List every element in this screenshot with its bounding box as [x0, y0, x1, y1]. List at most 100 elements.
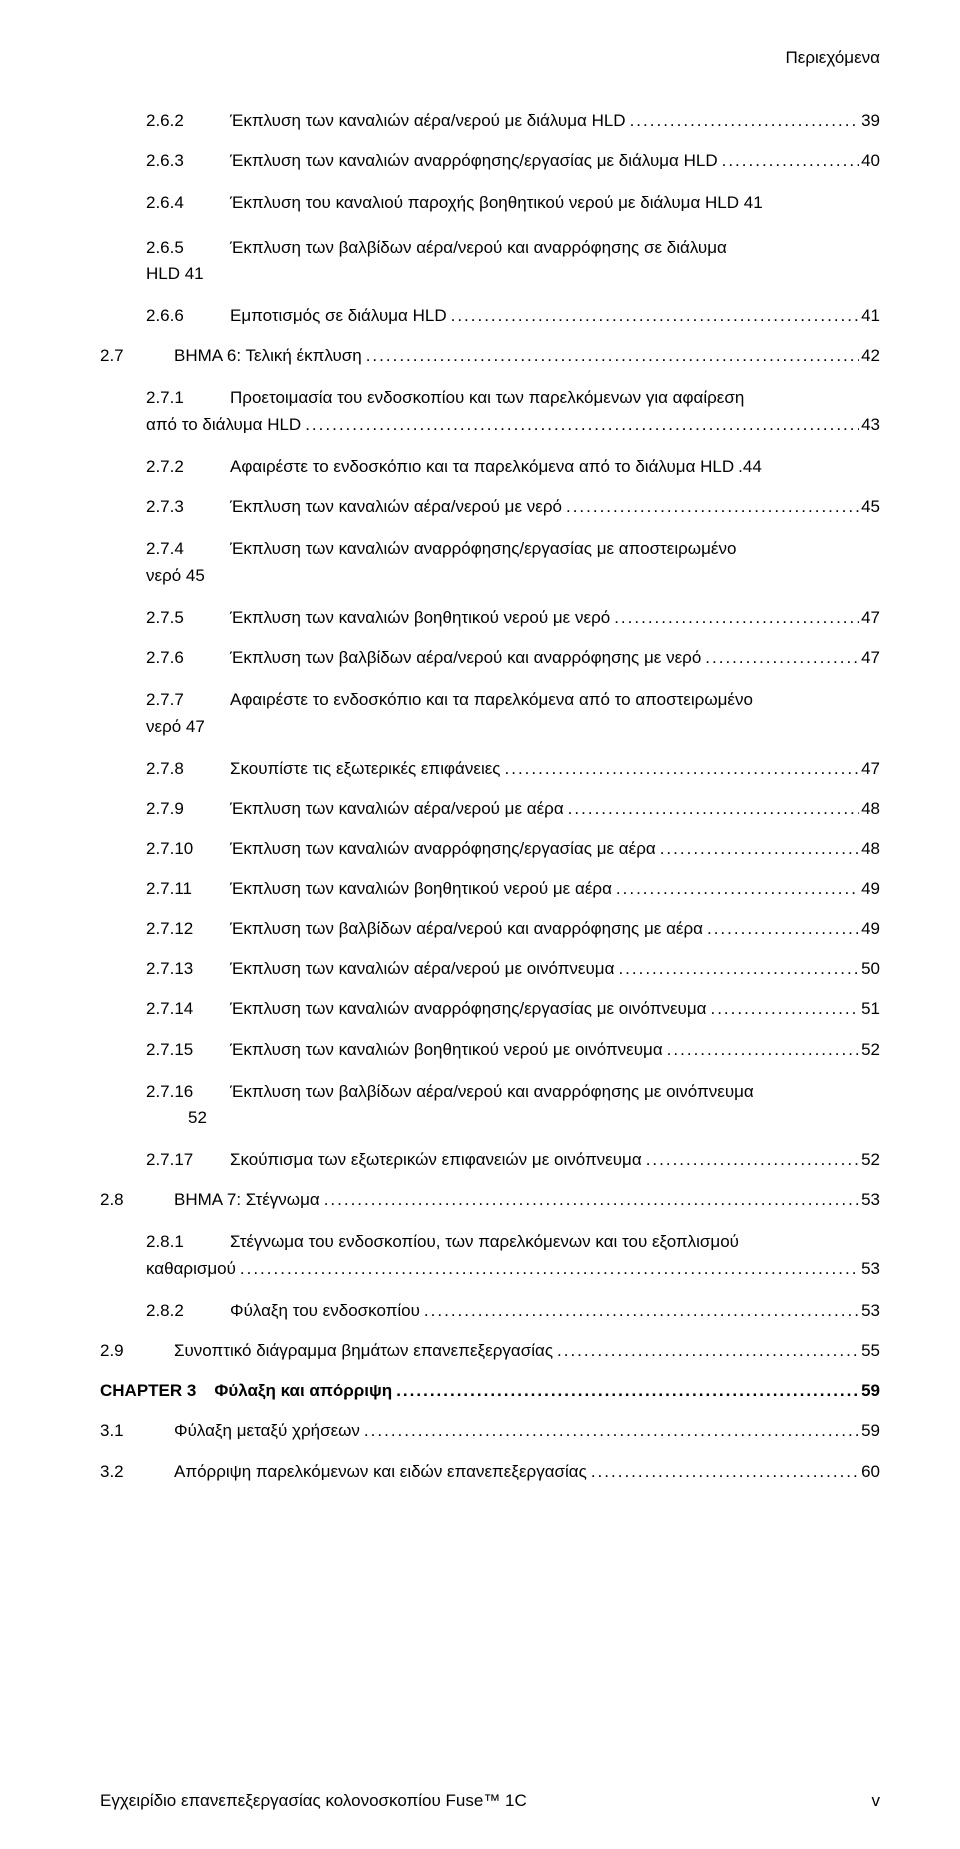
toc-entry: 2.7.2Αφαιρέστε το ενδοσκόπιο και τα παρε… [146, 456, 880, 478]
toc-entry: 2.7.5Έκπλυση των καναλιών βοηθητικού νερ… [146, 607, 880, 629]
page-footer: Εγχειρίδιο επανεπεξεργασίας κολονοσκοπίο… [100, 1791, 880, 1811]
toc-entry: 2.6.4Έκπλυση του καναλιού παροχής βοηθητ… [146, 190, 880, 216]
toc-entry-page: 51 [859, 998, 880, 1020]
toc-leader-dots: ........................................… [614, 958, 859, 980]
toc-entry: 3.2Απόρριψη παρελκόμενων και ειδών επανε… [100, 1461, 880, 1483]
toc-leader-dots: ........................................… [320, 1189, 859, 1211]
footer-page-number: v [872, 1791, 881, 1811]
toc-entry-number: 2.6.3 [146, 150, 230, 172]
toc-entry-number: 2.7 [100, 345, 174, 367]
toc-entry-page: 47 [859, 647, 880, 669]
toc-entry-title: Εμποτισμός σε διάλυμα HLD [230, 305, 447, 327]
toc-entry-page: 59 [859, 1420, 880, 1442]
toc-entry-page: .44 [736, 456, 762, 478]
toc-entry-title: Φύλαξη μεταξύ χρήσεων [174, 1420, 360, 1442]
toc-entry-number: 3.1 [100, 1420, 174, 1442]
toc-entry-title: Έκπλυση των καναλιών αναρρόφησης/εργασία… [230, 838, 656, 860]
toc-entry: 2.7.17Σκούπισμα των εξωτερικών επιφανειώ… [146, 1149, 880, 1171]
toc-entry: 2.6.5Έκπλυση των βαλβίδων αέρα/νερού και… [146, 235, 880, 288]
toc-entry: 2.7.16Έκπλυση των βαλβίδων αέρα/νερού κα… [146, 1079, 880, 1132]
toc-entry-title: Έκπλυση των καναλιών αναρρόφησης/εργασία… [230, 998, 706, 1020]
toc-entry: 2.7.4Έκπλυση των καναλιών αναρρόφησης/ερ… [146, 536, 880, 589]
toc-entry: 2.8.2Φύλαξη του ενδοσκοπίου.............… [146, 1300, 880, 1322]
toc-entry-number: 2.8.2 [146, 1300, 230, 1322]
toc-entry-title: Έκπλυση των καναλιών βοηθητικού νερού με… [230, 607, 610, 629]
toc-entry: 2.7.10Έκπλυση των καναλιών αναρρόφησης/ε… [146, 838, 880, 860]
toc-entry-page: 53 [859, 1189, 880, 1211]
toc-entry: 2.7.7Αφαιρέστε το ενδοσκόπιο και τα παρε… [146, 687, 880, 740]
toc-entry-number: 2.7.12 [146, 918, 230, 940]
toc-leader-dots: ........................................… [703, 918, 859, 940]
toc-entry-number: 2.8.1 [146, 1229, 230, 1255]
toc-entry: 2.7.14Έκπλυση των καναλιών αναρρόφησης/ε… [146, 998, 880, 1020]
toc-entry-page: 43 [859, 412, 880, 438]
toc-entry-title-cont: νερό 47 [146, 717, 205, 736]
toc-entry: 2.7.11Έκπλυση των καναλιών βοηθητικού νε… [146, 878, 880, 900]
toc-entry-page: 49 [859, 878, 880, 900]
toc-entry-page: 42 [859, 345, 880, 367]
toc-entry-page: 41 [859, 305, 880, 327]
toc-entry: 2.7.12Έκπλυση των βαλβίδων αέρα/νερού κα… [146, 918, 880, 940]
toc-entry-page: 59 [859, 1380, 880, 1402]
toc-entry-title: Έκπλυση των καναλιών αέρα/νερού με νερό [230, 496, 562, 518]
toc-leader-dots: ........................................… [718, 150, 859, 172]
toc-entry-number: 2.7.9 [146, 798, 230, 820]
toc-entry-title: Έκπλυση των καναλιών αέρα/νερού με αέρα [230, 798, 564, 820]
toc-entry: 2.7.1Προετοιμασία του ενδοσκοπίου και τω… [146, 385, 880, 438]
toc-entry-title: Σκούπισμα των εξωτερικών επιφανειών με ο… [230, 1149, 642, 1171]
toc-entry-number: 2.7.17 [146, 1149, 230, 1171]
toc-entry-number: 2.6.4 [146, 190, 230, 216]
toc-entry-number: 2.7.14 [146, 998, 230, 1020]
toc-entry-number: 2.6.5 [146, 235, 230, 261]
toc-leader-dots: ........................................… [564, 798, 859, 820]
toc-entry-number: 2.9 [100, 1340, 174, 1362]
toc-entry-page: 52 [859, 1039, 880, 1061]
toc-leader-dots: ........................................… [610, 607, 859, 629]
toc-leader-dots: ........................................… [553, 1340, 859, 1362]
toc-entry-title-cont: καθαρισμού [146, 1256, 236, 1282]
toc-entry-number: 2.7.5 [146, 607, 230, 629]
toc-entry-number: 2.7.15 [146, 1039, 230, 1061]
toc-entry-page: 48 [859, 838, 880, 860]
toc-entry-title-cont: νερό 45 [146, 566, 205, 585]
toc-entry-number: 2.6.6 [146, 305, 230, 327]
toc-entry-title: Έκπλυση των καναλιών αέρα/νερού με διάλυ… [230, 110, 626, 132]
toc-leader-dots: ........................................… [587, 1461, 859, 1483]
toc-entry-number: 2.7.2 [146, 456, 230, 478]
page: Περιεχόμενα 2.6.2Έκπλυση των καναλιών αέ… [0, 0, 960, 1849]
toc-entry-page: 40 [859, 150, 880, 172]
toc-entry: 2.7.6Έκπλυση των βαλβίδων αέρα/νερού και… [146, 647, 880, 669]
toc-entry-title: Έκπλυση των καναλιών βοηθητικού νερού με… [230, 1039, 663, 1061]
toc-entry-number: 2.7.4 [146, 536, 230, 562]
toc-leader-dots: ........................................… [656, 838, 859, 860]
toc-leader-dots: ........................................… [612, 878, 859, 900]
toc-entry-title-cont: από το διάλυμα HLD [146, 412, 301, 438]
toc-entry-page: 60 [859, 1461, 880, 1483]
toc-entry-number: 2.7.16 [146, 1079, 230, 1105]
toc-entry-number: 2.8 [100, 1189, 174, 1211]
toc-entry-number: 3.2 [100, 1461, 174, 1483]
toc-entry: 2.8ΒΗΜΑ 7: Στέγνωμα.....................… [100, 1189, 880, 1211]
toc-entry-title: Φύλαξη του ενδοσκοπίου [230, 1300, 420, 1322]
toc-entry: 2.7.3Έκπλυση των καναλιών αέρα/νερού με … [146, 496, 880, 518]
toc-entry-title: Έκπλυση των βαλβίδων αέρα/νερού και αναρ… [230, 918, 703, 940]
toc-entry-title: Αφαιρέστε το ενδοσκόπιο και τα παρελκόμε… [230, 690, 753, 709]
toc-entry-page: 53 [859, 1256, 880, 1282]
toc-leader-dots: ........................................… [562, 496, 859, 518]
toc-entry-number: 2.7.13 [146, 958, 230, 980]
toc-entry-number: 2.7.11 [146, 878, 230, 900]
toc-entry-title: Φύλαξη και απόρριψη [214, 1380, 392, 1402]
toc-entry-title: Έκπλυση των καναλιών αέρα/νερού με οινόπ… [230, 958, 614, 980]
toc-leader-dots: ........................................… [420, 1300, 859, 1322]
toc-entry-title-cont: 52 [188, 1108, 207, 1127]
toc-entry-title: Έκπλυση των βαλβίδων αέρα/νερού και αναρ… [230, 238, 727, 257]
toc-entry-number: 2.7.3 [146, 496, 230, 518]
toc-entry-page: 47 [859, 607, 880, 629]
toc-entry-page: 53 [859, 1300, 880, 1322]
toc-entry-page: 50 [859, 958, 880, 980]
toc-entry-number: 2.7.6 [146, 647, 230, 669]
toc-entry-title: Έκπλυση των καναλιών αναρρόφησης/εργασία… [230, 539, 736, 558]
toc-leader-dots: ........................................… [701, 647, 859, 669]
toc-entry-page: 47 [859, 758, 880, 780]
toc-entry-number: 2.7.10 [146, 838, 230, 860]
